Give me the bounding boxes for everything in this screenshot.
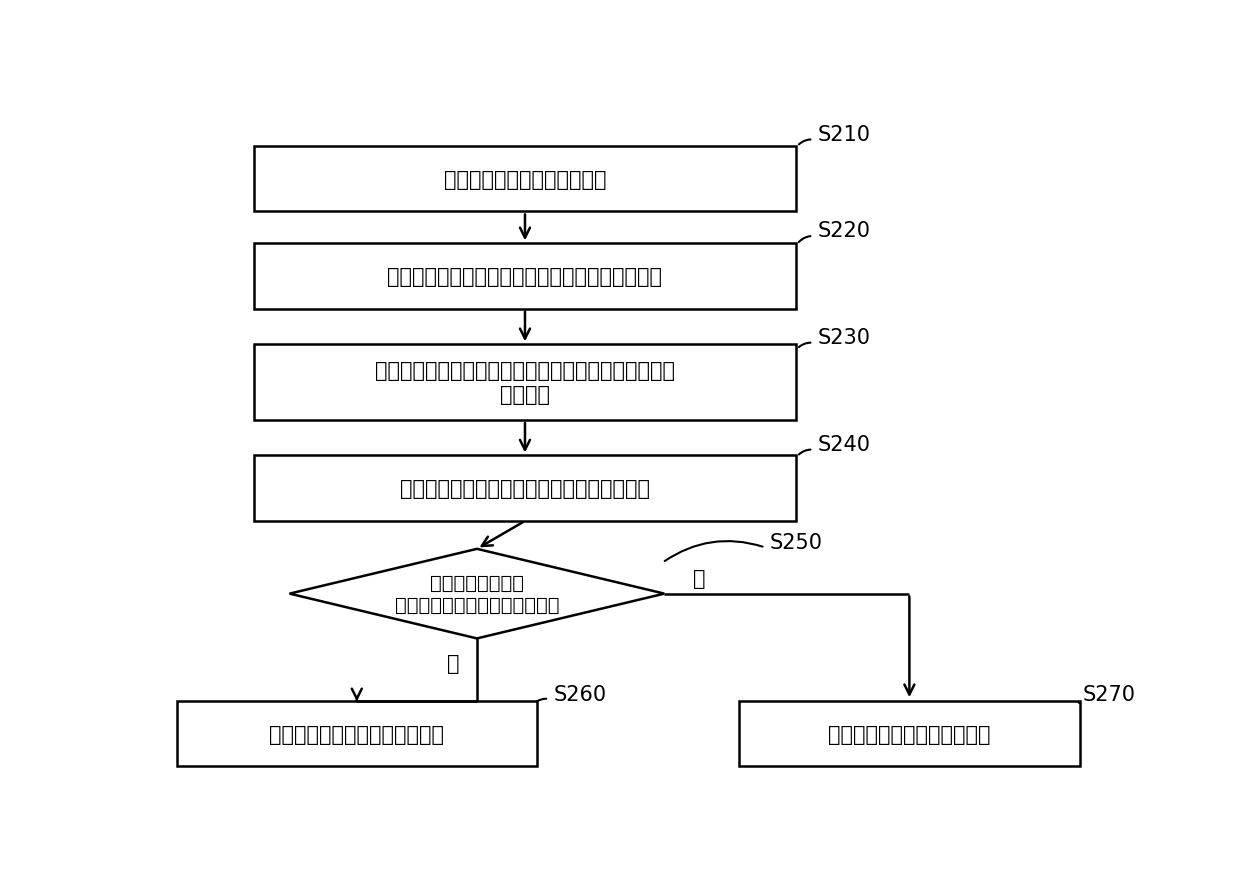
Text: S220: S220 bbox=[818, 221, 870, 241]
Text: S240: S240 bbox=[818, 434, 870, 454]
FancyBboxPatch shape bbox=[739, 701, 1080, 766]
Text: 根据行走位置、回转角度和俦仰角度确定斗轮取料机的
斗轮位置: 根据行走位置、回转角度和俦仰角度确定斗轮取料机的 斗轮位置 bbox=[374, 361, 675, 404]
Polygon shape bbox=[290, 549, 665, 638]
Text: 接收分配给斗轮取料机的垃位: 接收分配给斗轮取料机的垃位 bbox=[444, 170, 606, 190]
Text: S270: S270 bbox=[1083, 684, 1136, 704]
Text: 被分配的垃位号与
由控制服务器发送的垃位号一致: 被分配的垃位号与 由控制服务器发送的垃位号一致 bbox=[394, 573, 559, 614]
FancyBboxPatch shape bbox=[253, 147, 796, 212]
Text: S210: S210 bbox=[818, 125, 870, 145]
Text: 允许开启斗轮和所述输送设备: 允许开启斗轮和所述输送设备 bbox=[828, 724, 991, 744]
Text: S230: S230 bbox=[818, 328, 870, 348]
FancyBboxPatch shape bbox=[253, 244, 796, 309]
Text: 是: 是 bbox=[693, 569, 706, 589]
Text: S250: S250 bbox=[770, 532, 823, 552]
Text: 接收由控制服务器向斗轮取料机发送的垃位号: 接收由控制服务器向斗轮取料机发送的垃位号 bbox=[401, 478, 650, 499]
Text: 不允许开启斗轮和所述输送设备: 不允许开启斗轮和所述输送设备 bbox=[269, 724, 444, 744]
Text: 获取斗轮取料机的行走位置、回转角度和俦仰角度: 获取斗轮取料机的行走位置、回转角度和俦仰角度 bbox=[387, 266, 662, 287]
Text: S260: S260 bbox=[554, 684, 606, 704]
FancyBboxPatch shape bbox=[253, 345, 796, 420]
Text: 否: 否 bbox=[446, 653, 459, 673]
FancyBboxPatch shape bbox=[253, 456, 796, 521]
FancyBboxPatch shape bbox=[176, 701, 537, 766]
